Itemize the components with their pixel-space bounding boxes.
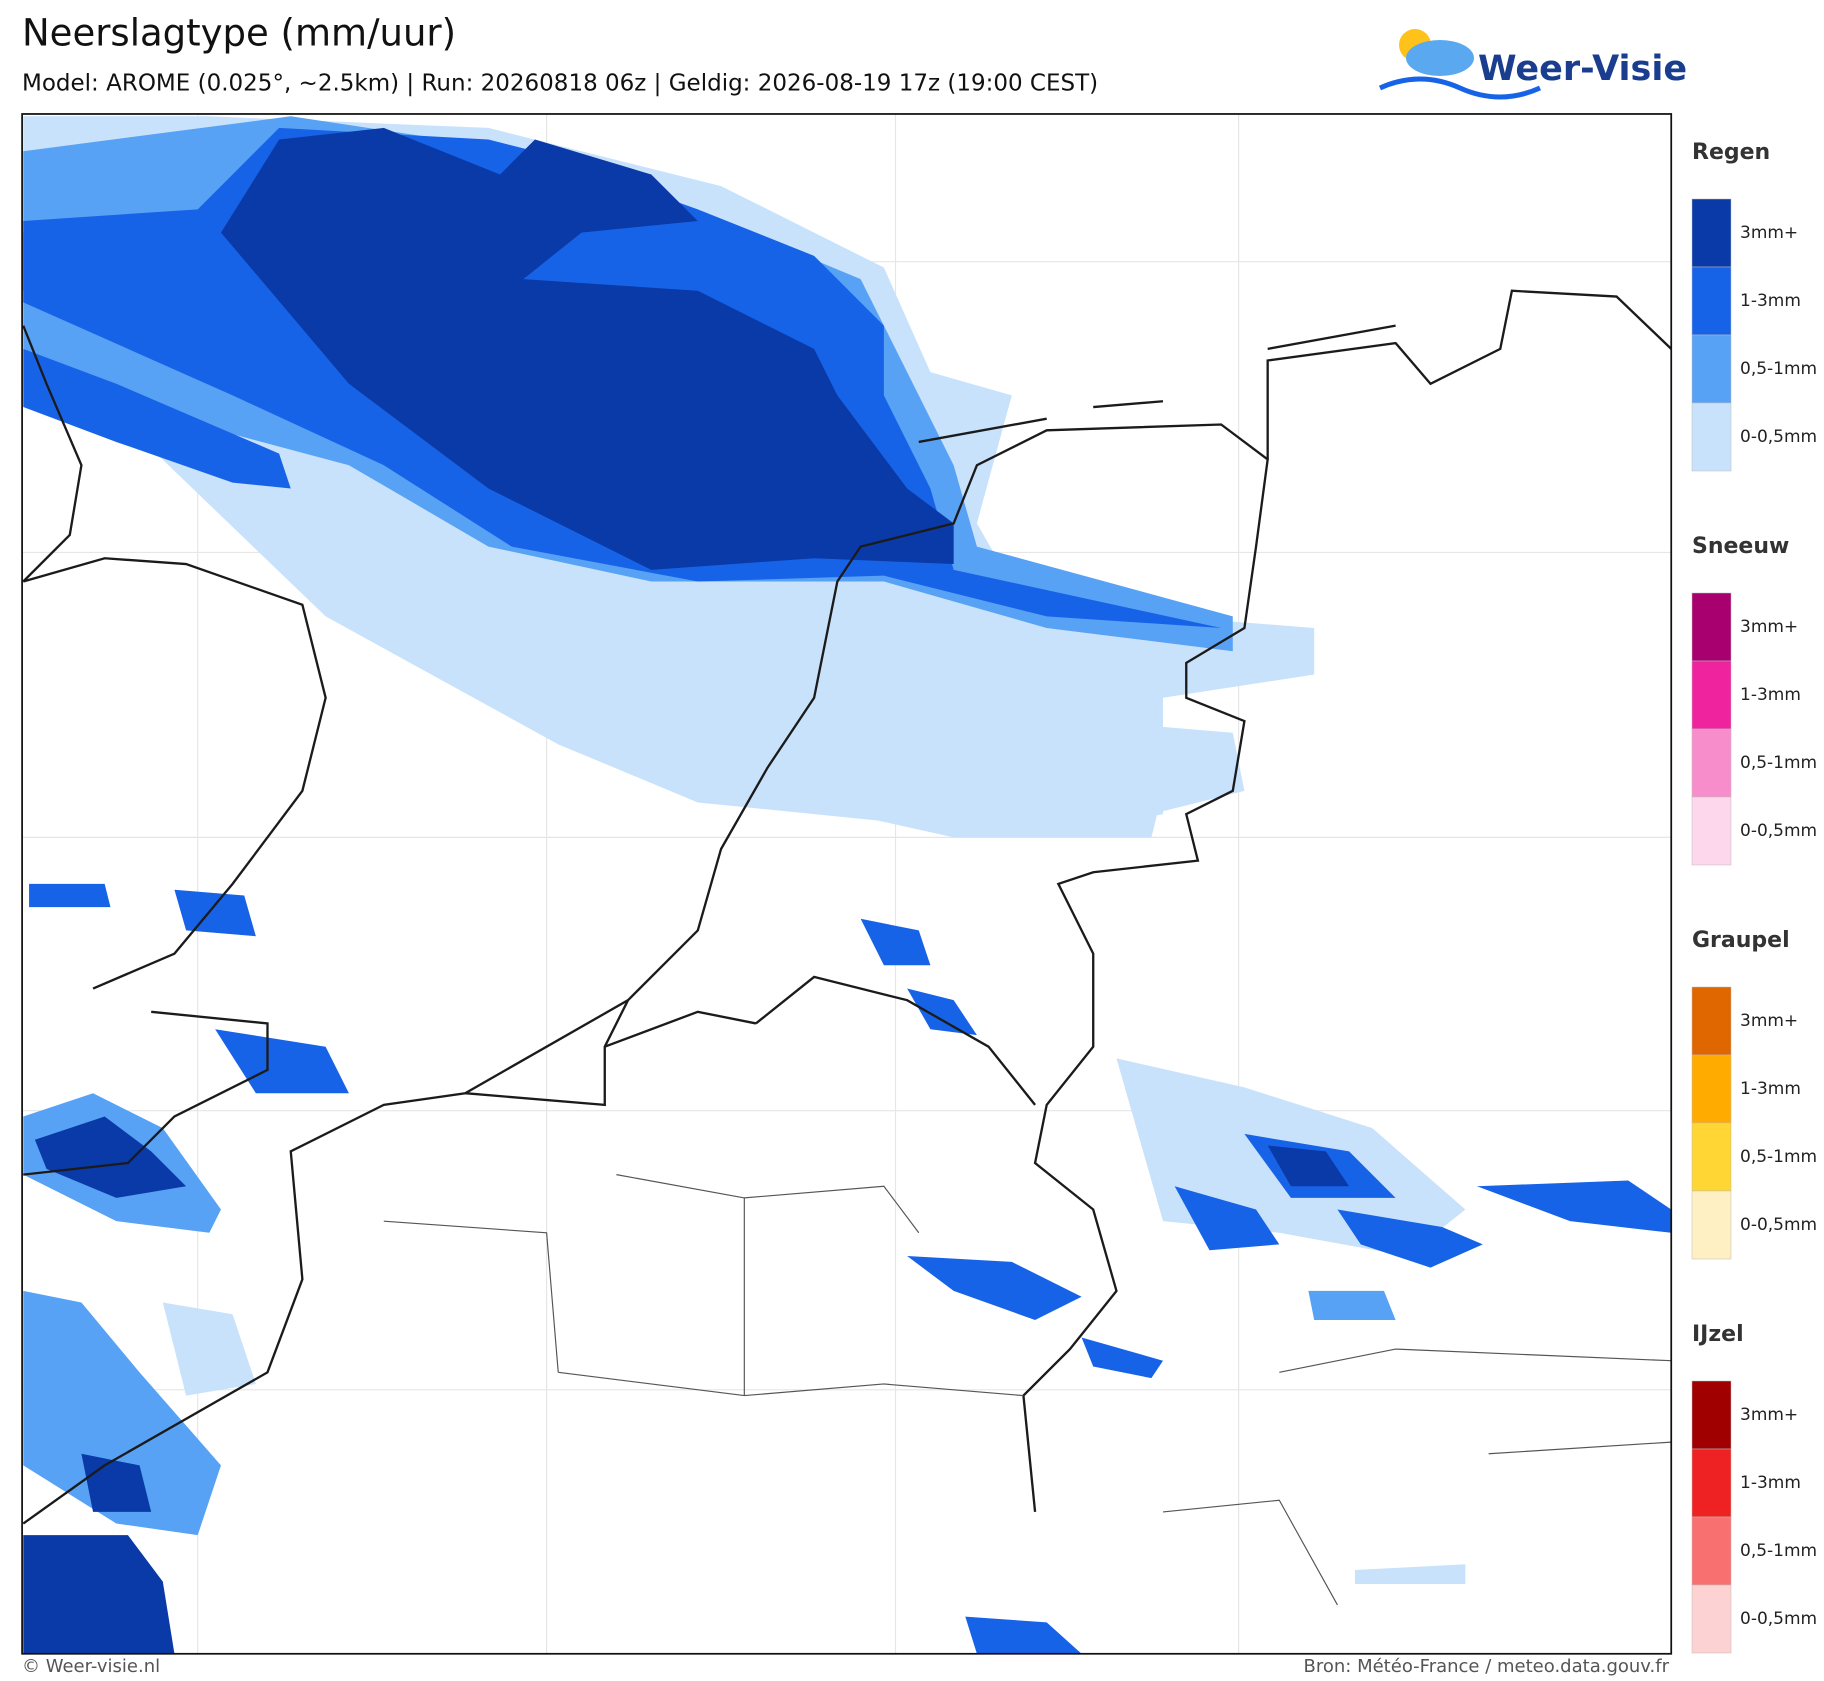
- legend-swatch: [1691, 1448, 1732, 1518]
- legend-swatch: [1691, 1516, 1732, 1586]
- legend-label: 0,5-1mm: [1740, 359, 1817, 379]
- legend-swatch: [1691, 1122, 1732, 1192]
- legend-swatch: [1691, 1190, 1732, 1260]
- legend-title: Sneeuw: [1692, 534, 1789, 559]
- legend-swatch: [1691, 1054, 1732, 1124]
- legend-label: 0-0,5mm: [1740, 1215, 1817, 1235]
- precipitation: [23, 116, 1672, 1654]
- map-frame: [21, 113, 1673, 1655]
- legend-swatch: [1691, 1584, 1732, 1654]
- subtitle: Model: AROME (0.025°, ~2.5km) | Run: 202…: [22, 71, 1098, 97]
- borders: [383, 1174, 1672, 1606]
- legend-title: Graupel: [1692, 928, 1790, 953]
- footer-right: Bron: Météo-France / meteo.data.gouv.fr: [1304, 1656, 1670, 1677]
- logo-cloud: [1406, 40, 1474, 76]
- legend-swatch: [1691, 986, 1732, 1056]
- legend-label: 3mm+: [1740, 1405, 1798, 1425]
- legend-label: 0,5-1mm: [1740, 1147, 1817, 1167]
- logo-text: Weer-Visie: [1478, 49, 1687, 89]
- legend-swatch: [1691, 592, 1732, 662]
- footer-left: © Weer-visie.nl: [22, 1656, 160, 1677]
- coastlines: [22, 289, 1672, 1525]
- map: [21, 113, 1673, 1655]
- logo-wave: [1378, 76, 1542, 100]
- legend-title: IJzel: [1692, 1322, 1744, 1347]
- legend-swatch: [1691, 796, 1732, 866]
- legend-label: 1-3mm: [1740, 685, 1801, 705]
- legend-label: 3mm+: [1740, 617, 1798, 637]
- legend-label: 1-3mm: [1740, 1079, 1801, 1099]
- legend-swatch: [1691, 266, 1732, 336]
- legend: Regen 3mm+ 1-3mm 0,5-1mm 0-0,5mm Sneeuw 3mm+ 1-…: [1691, 140, 1817, 1654]
- legend-swatch: [1691, 1380, 1732, 1450]
- legend-label: 0-0,5mm: [1740, 1609, 1817, 1629]
- legend-label: 3mm+: [1740, 223, 1798, 243]
- legend-swatch: [1691, 402, 1732, 472]
- legend-swatch: [1691, 728, 1732, 798]
- legend-label: 1-3mm: [1740, 1473, 1801, 1493]
- legend-label: 0-0,5mm: [1740, 427, 1817, 447]
- legend-label: 1-3mm: [1740, 291, 1801, 311]
- legend-swatch: [1691, 660, 1732, 730]
- legend-label: 0,5-1mm: [1740, 1541, 1817, 1561]
- title: Neerslagtype (mm/uur): [22, 12, 456, 55]
- legend-title: Regen: [1692, 140, 1770, 165]
- legend-label: 0,5-1mm: [1740, 753, 1817, 773]
- legend-label: 0-0,5mm: [1740, 821, 1817, 841]
- legend-swatch: [1691, 198, 1732, 268]
- legend-swatch: [1691, 334, 1732, 404]
- legend-label: 3mm+: [1740, 1011, 1798, 1031]
- logo: Weer-Visie: [1378, 29, 1687, 100]
- graticule: [22, 113, 1672, 1654]
